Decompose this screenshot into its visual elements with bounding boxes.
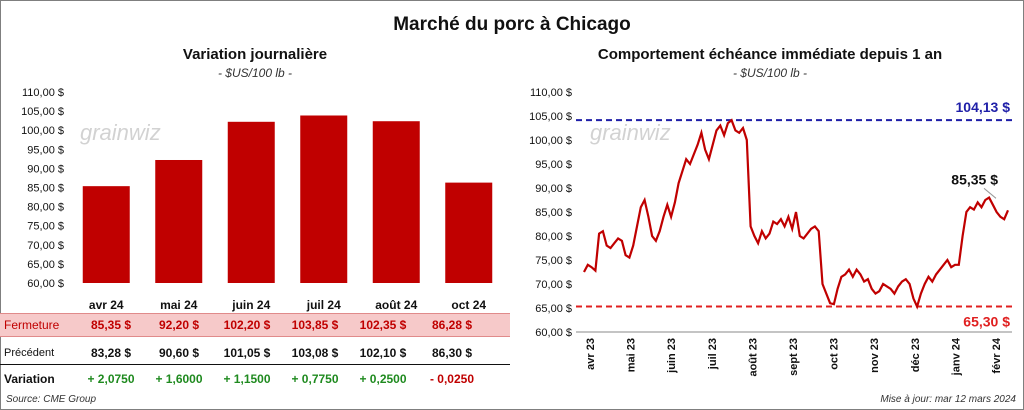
update-note: Mise à jour: mar 12 mars 2024 <box>880 394 1016 405</box>
close-cell: 102,35 $ <box>359 318 407 332</box>
right-chart-title: Comportement échéance immédiate depuis 1… <box>597 46 943 63</box>
close-cell: 102,20 $ <box>223 318 271 332</box>
x-tick-label: févr 24 <box>991 337 1003 373</box>
y-tick-label: 60,00 $ <box>535 327 572 339</box>
bar-chart: 60,00 $ 65,00 $ 70,00 $ 75,00 $ 80,00 $ 85,00… <box>21 87 493 312</box>
y-tick-label: 90,00 $ <box>535 183 572 195</box>
bar <box>227 121 275 283</box>
variation-cell: - 0,0250 <box>429 372 475 386</box>
main-title: Marché du porc à Chicago <box>393 14 631 35</box>
close-row: Fermeture 85,35 $ 92,20 $ 102,20 $ 103,8… <box>0 313 510 337</box>
variation-cell: + 2,0750 <box>87 372 135 386</box>
watermark-right: grainwiz <box>590 120 671 145</box>
previous-cell: 83,28 $ <box>90 345 132 360</box>
last-value-label: 85,35 $ <box>951 171 998 187</box>
bar <box>372 121 420 284</box>
previous-row: Précédent 83,28 $ 90,60 $ 101,05 $ 103,0… <box>0 341 510 365</box>
x-tick-label: mai 23 <box>626 338 638 372</box>
previous-cell: 86,30 $ <box>431 345 473 360</box>
close-cell: 103,85 $ <box>291 318 339 332</box>
x-tick-label: juil 23 <box>707 338 719 370</box>
last-value-leader <box>983 187 997 199</box>
previous-label: Précédent <box>4 346 55 359</box>
bar <box>445 182 493 283</box>
close-cell: 85,35 $ <box>90 318 132 332</box>
x-tick-label: juin 24 <box>231 298 270 312</box>
bar <box>300 115 348 283</box>
variation-cell: + 1,1500 <box>223 372 271 386</box>
left-chart-title: Variation journalière <box>182 46 328 63</box>
x-tick-label: janv 24 <box>950 337 962 376</box>
y-tick-label: 95,00 $ <box>27 144 64 156</box>
y-tick-label: 105,00 $ <box>529 111 572 123</box>
x-tick-label: août 24 <box>375 298 417 312</box>
variation-row: Variation + 2,0750 + 1,6000 + 1,1500 + 0… <box>0 367 510 391</box>
line-chart: 60,00 $ 65,00 $ 70,00 $ 75,00 $ 80,00 $ 85,00… <box>529 87 1012 377</box>
y-tick-label: 85,00 $ <box>535 207 572 219</box>
x-tick-label: nov 23 <box>869 338 881 373</box>
bar <box>155 159 203 283</box>
previous-cell: 101,05 $ <box>223 345 271 360</box>
x-tick-label: juil 24 <box>306 298 341 312</box>
x-tick-label: mai 24 <box>160 298 198 312</box>
x-tick-label: sept 23 <box>788 338 800 376</box>
x-tick-label: août 23 <box>747 338 759 377</box>
variation-cell: + 0,2500 <box>359 372 407 386</box>
bar <box>82 186 130 283</box>
y-tick-label: 70,00 $ <box>27 240 64 252</box>
y-tick-label: 75,00 $ <box>27 221 64 233</box>
close-cell: 92,20 $ <box>158 318 200 332</box>
y-tick-label: 80,00 $ <box>535 231 572 243</box>
previous-cell: 90,60 $ <box>158 345 200 360</box>
price-series-line <box>583 118 1010 310</box>
y-tick-label: 75,00 $ <box>535 255 572 267</box>
x-tick-label: avr 23 <box>585 338 597 370</box>
y-tick-label: 100,00 $ <box>529 135 572 147</box>
y-tick-label: 65,00 $ <box>535 303 572 315</box>
close-label: Fermeture <box>4 318 60 332</box>
x-tick-label: oct 23 <box>829 338 841 370</box>
left-chart-unit: - $US/100 lb - <box>217 66 293 80</box>
x-tick-label: juin 23 <box>666 338 678 374</box>
y-tick-label: 110,00 $ <box>530 87 572 99</box>
y-tick-label: 85,00 $ <box>27 183 64 195</box>
y-tick-label: 105,00 $ <box>21 106 64 118</box>
source-note: Source: CME Group <box>6 394 97 405</box>
close-cell: 86,28 $ <box>431 318 473 332</box>
previous-cell: 102,10 $ <box>359 345 407 360</box>
y-tick-label: 60,00 $ <box>27 278 64 290</box>
variation-cell: + 0,7750 <box>291 372 339 386</box>
previous-cell: 103,08 $ <box>291 345 339 360</box>
y-tick-label: 65,00 $ <box>27 259 64 271</box>
y-tick-label: 100,00 $ <box>21 125 64 137</box>
variation-label: Variation <box>4 372 55 386</box>
high-value-label: 104,13 $ <box>956 99 1011 115</box>
y-tick-label: 110,00 $ <box>22 87 64 99</box>
variation-cell: + 1,6000 <box>155 372 203 386</box>
x-tick-label: oct 24 <box>451 298 486 312</box>
low-value-label: 65,30 $ <box>963 314 1010 330</box>
x-tick-label: avr 24 <box>89 298 124 312</box>
y-tick-label: 90,00 $ <box>27 163 64 175</box>
x-tick-label: déc 23 <box>910 338 922 372</box>
watermark-left: grainwiz <box>80 120 161 145</box>
right-chart-unit: - $US/100 lb - <box>732 66 808 80</box>
price-table: Fermeture 85,35 $ 92,20 $ 102,20 $ 103,8… <box>0 313 510 393</box>
y-tick-label: 95,00 $ <box>535 159 572 171</box>
y-tick-label: 80,00 $ <box>27 202 64 214</box>
y-tick-label: 70,00 $ <box>535 279 572 291</box>
